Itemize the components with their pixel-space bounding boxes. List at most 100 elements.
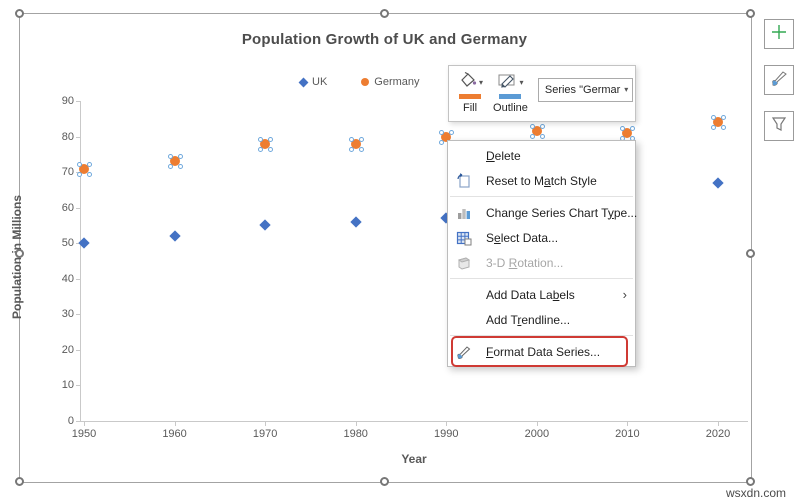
menu-item-reset-to-match-style[interactable]: Reset to Match Style (448, 168, 635, 193)
y-tick (76, 314, 81, 316)
chart-selection-handle[interactable] (14, 8, 24, 18)
y-tick-label: 10 (61, 379, 74, 392)
point-selection-handle (710, 115, 716, 121)
data-point-germany-1980[interactable] (350, 138, 361, 149)
menu-item-label: Select Data... (486, 230, 559, 245)
menu-item-add-trendline[interactable]: Add Trendline... (448, 307, 635, 332)
outline-pencil-icon (497, 72, 517, 93)
y-tick-label: 20 (61, 343, 74, 356)
circle-marker-icon (361, 78, 370, 86)
x-tick (265, 421, 267, 426)
menu-item-label: 3-D Rotation... (486, 255, 564, 270)
menu-item-select-data[interactable]: Select Data... (448, 225, 635, 250)
chart-selection-handle[interactable] (379, 476, 389, 486)
data-point-germany-1990[interactable] (441, 131, 452, 142)
point-selection-handle (177, 154, 183, 160)
y-axis-line (80, 101, 81, 421)
point-selection-handle (87, 161, 92, 167)
data-point-germany-1970[interactable] (260, 138, 271, 149)
data-point-germany-2010[interactable] (622, 128, 633, 138)
watermark-text: wsxdn.com (726, 486, 787, 500)
point-selection-handle (167, 164, 173, 170)
chart-selection-handle[interactable] (379, 8, 389, 18)
menu-item-label: Add Trendline... (486, 312, 571, 327)
x-tick-label: 1960 (162, 428, 187, 440)
y-tick-label: 0 (67, 415, 74, 427)
x-axis-line (80, 421, 748, 422)
menu-item-add-data-labels[interactable]: Add Data Labels › (448, 282, 635, 307)
y-tick-label: 30 (61, 308, 74, 321)
outline-color-bar (499, 94, 522, 99)
menu-item-3-d-rotation: 3-D Rotation... (448, 250, 635, 275)
point-selection-handle (720, 115, 726, 121)
chart-title[interactable]: Population Growth of UK and Germany (241, 31, 528, 48)
point-selection-handle (630, 126, 636, 131)
mini-toolbar: ▾ Fill ▾ Outline Series "Germar ▾ (448, 65, 636, 122)
x-tick (717, 421, 719, 426)
outline-button[interactable]: ▾ Outline (493, 72, 528, 114)
menu-item-format-data-series[interactable]: Format Data Series... (448, 336, 635, 367)
x-tick (355, 421, 357, 426)
point-selection-handle (77, 161, 82, 167)
chart-filters-button[interactable] (764, 111, 794, 141)
x-tick-label: 2010 (615, 428, 640, 440)
point-selection-handle (620, 126, 626, 131)
data-point-germany-2000[interactable] (531, 126, 542, 137)
data-point-germany-1950[interactable] (79, 163, 89, 174)
legend-item-uk[interactable]: UK (298, 76, 328, 88)
point-selection-handle (268, 146, 274, 152)
data-point-germany-2020[interactable] (712, 117, 723, 128)
series-select-value: Series "Germar (544, 84, 621, 96)
chart-elements-button[interactable] (764, 19, 794, 49)
x-tick-label: 1950 (71, 428, 97, 440)
point-selection-handle (710, 125, 716, 131)
fill-color-bar (459, 94, 481, 99)
point-selection-handle (358, 146, 364, 152)
menu-icon-spacer (456, 312, 478, 328)
y-tick-label: 80 (61, 130, 74, 143)
y-tick-label: 50 (61, 237, 74, 250)
point-selection-handle (87, 171, 92, 177)
data-point-germany-1960[interactable] (169, 156, 180, 167)
chart-type-icon (456, 205, 478, 221)
point-selection-handle (539, 134, 545, 140)
fill-dropdown-chevron[interactable]: ▾ (479, 77, 484, 87)
point-selection-handle (358, 136, 364, 142)
chart-selection-handle[interactable] (745, 476, 755, 486)
series-select-dropdown[interactable]: Series "Germar ▾ (537, 78, 634, 102)
menu-item-label: Delete (486, 148, 521, 163)
menu-icon-spacer (456, 148, 478, 164)
legend-label: UK (312, 76, 328, 88)
y-tick (76, 421, 81, 422)
point-selection-handle (167, 154, 173, 160)
chart-selection-handle[interactable] (745, 8, 755, 18)
x-axis-title[interactable]: Year (401, 452, 427, 466)
chart-selection-handle[interactable] (745, 248, 755, 258)
x-tick-label: 2020 (705, 428, 731, 440)
point-selection-handle (439, 139, 445, 145)
chart-styles-button[interactable] (764, 65, 794, 95)
point-selection-handle (529, 124, 535, 130)
legend-item-germany[interactable]: Germany (361, 76, 420, 88)
x-tick-label: 2000 (524, 428, 550, 440)
funnel-icon (770, 115, 788, 138)
chart-selection-handle[interactable] (14, 476, 24, 486)
outline-dropdown-chevron[interactable]: ▾ (519, 77, 524, 87)
x-tick-label: 1990 (434, 428, 459, 440)
select-data-icon (456, 230, 478, 246)
chart-legend: UK Germany (298, 76, 420, 88)
point-selection-handle (348, 136, 354, 142)
y-tick (76, 101, 81, 102)
menu-icon-spacer (456, 287, 478, 303)
fill-bucket-icon (457, 71, 477, 93)
fill-button[interactable]: ▾ Fill (457, 71, 484, 114)
point-selection-handle (529, 134, 535, 140)
y-tick (76, 278, 81, 280)
point-selection-handle (348, 146, 354, 152)
menu-item-delete[interactable]: Delete (448, 143, 635, 168)
brush-icon (770, 69, 788, 92)
point-selection-handle (268, 136, 274, 142)
y-tick (76, 207, 81, 209)
chart-selection-handle[interactable] (14, 248, 24, 258)
menu-item-change-series-chart-type[interactable]: Change Series Chart Type... (448, 200, 637, 225)
